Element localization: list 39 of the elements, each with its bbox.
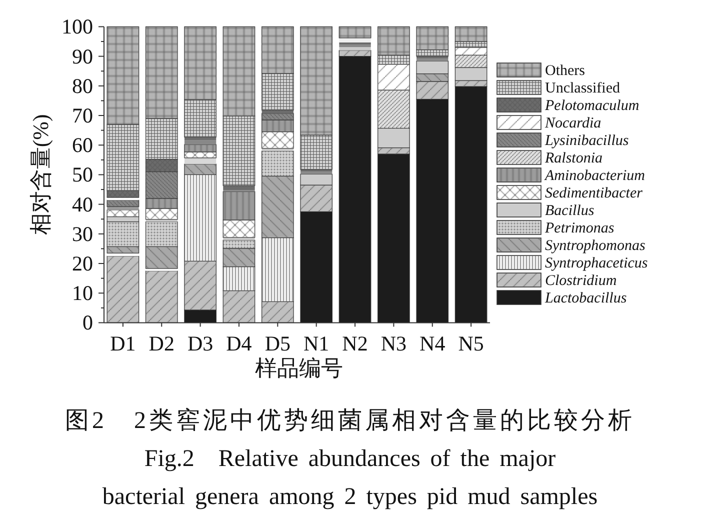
y-tick-label: 10 <box>72 281 93 306</box>
legend-label: Pelotomaculum <box>544 98 640 114</box>
y-tick-label: 70 <box>72 104 93 128</box>
x-tick-label: D1 <box>110 332 136 356</box>
legend-label: Nocardia <box>544 116 602 132</box>
x-tick-label: N2 <box>342 332 368 356</box>
legend-label: Lactobacillus <box>544 290 627 306</box>
x-tick-label: D5 <box>264 332 290 356</box>
legend-label: Syntrophomonas <box>545 238 646 254</box>
y-tick-label: 100 <box>62 14 93 39</box>
x-tick-label: D3 <box>187 332 214 356</box>
y-tick-label: 20 <box>72 252 93 276</box>
y-tick-label: 90 <box>72 44 93 68</box>
text: 图2 2类窖泥中优势细菌属相对含量的比较分析 <box>65 407 635 434</box>
y-axis-title: 相对含量(%) <box>28 114 53 236</box>
legend-label: Sedimentibacter <box>545 186 643 202</box>
legend-label: Petrimonas <box>544 220 614 236</box>
legend-label: Ralstonia <box>544 150 603 166</box>
x-tick-label: N5 <box>458 332 484 356</box>
legend-label: Lysinibacillus <box>544 133 629 149</box>
legend-label: Others <box>545 63 586 79</box>
legend-label: Aminobacterium <box>544 168 646 184</box>
x-tick-label: N1 <box>304 332 330 356</box>
legend-label: Bacillus <box>545 203 594 219</box>
x-tick-label: N4 <box>420 332 446 356</box>
y-tick-label: 60 <box>72 133 93 158</box>
x-tick-label: D4 <box>226 332 252 356</box>
y-tick-label: 30 <box>72 222 93 246</box>
y-tick-label: 0 <box>82 310 93 335</box>
x-tick-label: N3 <box>380 332 407 356</box>
x-tick-label: D2 <box>148 332 174 356</box>
legend-label: Unclassified <box>545 80 620 96</box>
text: Fig.2 Relative abundances of the major bacterial genera among 2 types pid mud samples <box>102 446 598 510</box>
y-tick-label: 40 <box>72 192 93 216</box>
legend-label: Clostridium <box>545 273 617 289</box>
legend-label: Syntrophaceticus <box>545 256 648 272</box>
y-tick-label: 50 <box>72 162 93 187</box>
y-tick-label: 80 <box>72 74 93 98</box>
x-axis-title: 样品编号 <box>255 356 343 381</box>
